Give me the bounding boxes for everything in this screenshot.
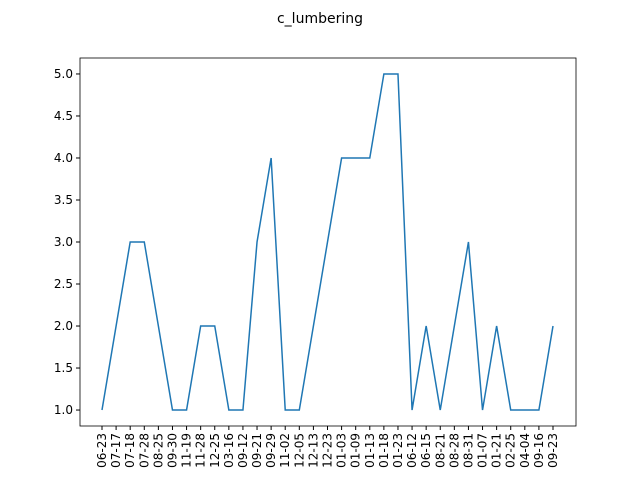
x-tick-label: 11-02 xyxy=(278,433,292,468)
x-tick-label: 09-16 xyxy=(532,433,546,468)
x-tick-label: 09-30 xyxy=(165,433,179,468)
x-tick-label: 09-12 xyxy=(236,433,250,468)
x-tick-label: 09-23 xyxy=(546,433,560,468)
x-tick-label: 01-21 xyxy=(490,433,504,468)
x-tick-label: 08-25 xyxy=(151,433,165,468)
x-tick-label: 02-25 xyxy=(504,433,518,468)
x-tick-label: 08-28 xyxy=(447,433,461,468)
x-tick-label: 07-28 xyxy=(137,433,151,468)
x-tick-label: 09-21 xyxy=(250,433,264,468)
x-tick-label: 04-04 xyxy=(518,433,532,468)
x-tick-label: 09-29 xyxy=(264,433,278,468)
x-tick-label: 06-12 xyxy=(405,433,419,468)
y-tick-label: 3.5 xyxy=(54,193,73,207)
plot-frame xyxy=(79,57,577,427)
y-tick-label: 5.0 xyxy=(54,67,73,81)
line xyxy=(101,73,554,411)
x-tick-label: 11-28 xyxy=(194,433,208,468)
y-tick-label: 4.5 xyxy=(54,109,73,123)
x-tick-label: 01-13 xyxy=(363,433,377,468)
x-tick-label: 01-23 xyxy=(391,433,405,468)
x-tick-label: 06-23 xyxy=(95,433,109,468)
x-tick-label: 08-21 xyxy=(433,433,447,468)
x-tick-label: 01-07 xyxy=(476,433,490,468)
y-tick-label: 1.0 xyxy=(54,403,73,417)
x-tick-label: 12-25 xyxy=(208,433,222,468)
x-tick-label: 07-18 xyxy=(123,433,137,468)
x-tick-label: 12-05 xyxy=(292,433,306,468)
x-tick-label: 06-15 xyxy=(419,433,433,468)
x-tick-label: 03-16 xyxy=(222,433,236,468)
y-tick-label: 1.5 xyxy=(54,361,73,375)
x-tick-label: 12-13 xyxy=(306,433,320,468)
x-tick-label: 01-18 xyxy=(377,433,391,468)
x-tick-label: 01-09 xyxy=(349,433,363,468)
x-tick-label: 11-19 xyxy=(180,433,194,468)
x-tick-label: 01-03 xyxy=(335,433,349,468)
y-tick-label: 4.0 xyxy=(54,151,73,165)
y-tick-label: 2.5 xyxy=(54,277,73,291)
x-tick-label: 08-31 xyxy=(461,433,475,468)
chart-title: c_lumbering xyxy=(277,11,363,27)
y-tick-label: 2.0 xyxy=(54,319,73,333)
x-tick-label: 07-17 xyxy=(109,433,123,468)
x-tick-label: 12-23 xyxy=(321,433,335,468)
y-tick-label: 3.0 xyxy=(54,235,73,249)
